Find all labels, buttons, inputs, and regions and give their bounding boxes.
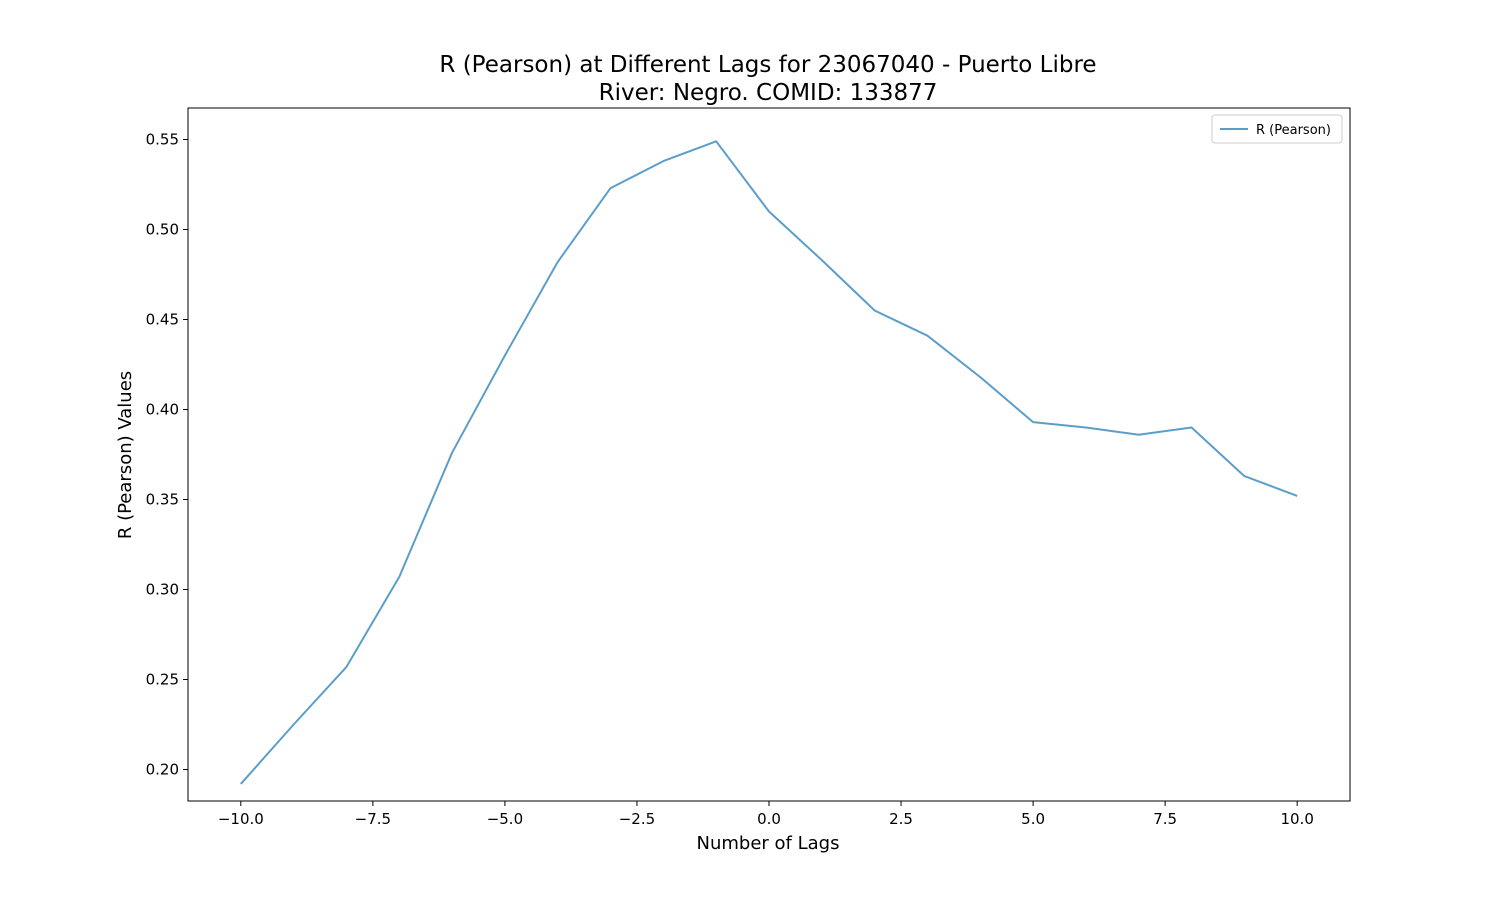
- x-tick-label: −7.5: [355, 810, 391, 828]
- legend-label: R (Pearson): [1256, 123, 1331, 138]
- y-axis-label: R (Pearson) Values: [115, 371, 136, 539]
- x-axis-label: Number of Lags: [697, 833, 840, 854]
- x-tick-label: −10.0: [218, 810, 264, 828]
- x-tick-label: 5.0: [1021, 810, 1045, 828]
- x-tick-label: −2.5: [619, 810, 655, 828]
- y-tick-label: 0.25: [146, 671, 179, 689]
- plot-area: −10.0 −7.5 −5.0 −2.5 0.0 2.5 5.0 7.5 10.0 0.20 0.2…: [146, 107, 1351, 828]
- y-tick-label: 0.30: [146, 581, 179, 599]
- y-tick-label: 0.45: [146, 311, 179, 329]
- x-tick-label: −5.0: [487, 810, 523, 828]
- series-line: [240, 140, 1298, 785]
- x-tick-label: 2.5: [889, 810, 913, 828]
- y-tick-label: 0.55: [146, 131, 179, 149]
- y-tick-label: 0.40: [146, 401, 179, 419]
- chart-subtitle: River: Negro. COMID: 133877: [599, 80, 938, 106]
- legend-box: [1211, 114, 1343, 144]
- y-tick-label: 0.50: [146, 221, 179, 239]
- x-tick-label: 10.0: [1280, 810, 1313, 828]
- y-tick-label: 0.20: [146, 761, 179, 779]
- x-tick-label: 0.0: [757, 810, 781, 828]
- x-tick-label: 7.5: [1153, 810, 1177, 828]
- y-tick-label: 0.35: [146, 491, 179, 509]
- chart-title: R (Pearson) at Different Lags for 230670…: [439, 52, 1096, 78]
